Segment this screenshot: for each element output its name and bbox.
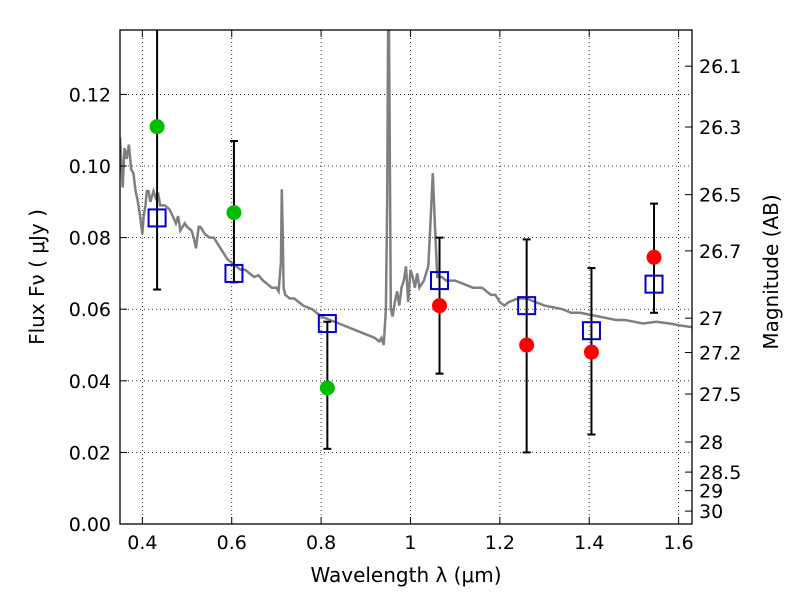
- y-tick-label: 0.04: [69, 371, 111, 393]
- green-data-point: [149, 119, 165, 135]
- magnitude-tick-label: 26.7: [699, 241, 741, 263]
- x-axis-ticks: 0.4 0.6 0.8 1 1.2 1.4 1.6: [127, 30, 694, 554]
- model-photometry-square: [317, 314, 337, 334]
- y-tick-label: 0.06: [69, 299, 111, 321]
- y-tick-label: 0.10: [69, 156, 111, 178]
- x-tick-label: 1: [404, 532, 416, 554]
- magnitude-tick-label: 29: [699, 481, 723, 503]
- magnitude-tick-label: 26.1: [699, 56, 741, 78]
- plot-frame: [119, 29, 693, 525]
- magnitude-tick-label: 26.5: [699, 185, 741, 207]
- model-photometry-square: [644, 274, 664, 294]
- y-tick-label: 0.12: [69, 84, 111, 106]
- x-tick-label: 0.4: [127, 532, 157, 554]
- x-tick-label: 1.4: [574, 532, 604, 554]
- magnitude-tick-label: 26.3: [699, 117, 741, 139]
- red-data-point: [583, 344, 599, 360]
- magnitude-tick-label: 27.5: [699, 384, 741, 406]
- red-data-point: [519, 337, 535, 353]
- magnitude-tick-label: 27: [699, 308, 723, 330]
- model-photometry-square: [430, 271, 450, 291]
- green-data-point: [226, 205, 242, 221]
- model-spectrum-line: [120, 30, 692, 346]
- magnitude-tick-label: 28.5: [699, 462, 741, 484]
- y-tick-label: 0.00: [69, 514, 111, 536]
- magnitude-tick-label: 30: [699, 501, 723, 523]
- x-tick-label: 1.2: [485, 532, 515, 554]
- model-photometry-square: [517, 296, 537, 316]
- model-photometry-squares: [147, 208, 664, 341]
- magnitude-axis-label: Magnitude (AB): [759, 194, 783, 349]
- model-photometry-square: [224, 263, 244, 283]
- x-tick-label: 0.6: [217, 532, 247, 554]
- red-data-point: [646, 249, 662, 265]
- y-axis-ticks: 0.00 0.02 0.04 0.06 0.08 0.10 0.12: [69, 84, 127, 536]
- model-spectrum: [120, 30, 692, 346]
- y-tick-label: 0.02: [69, 442, 111, 464]
- photometry-points: [149, 119, 662, 396]
- model-photometry-square: [147, 208, 167, 228]
- green-data-point: [319, 380, 335, 396]
- x-tick-label: 1.6: [663, 532, 693, 554]
- magnitude-tick-label: 28: [699, 432, 723, 454]
- error-bars: [153, 30, 659, 454]
- x-axis-label: Wavelength λ (μm): [310, 563, 501, 587]
- y-axis-label: Flux Fν ( μJy ): [25, 209, 49, 345]
- red-data-point: [432, 298, 448, 314]
- y-tick-label: 0.08: [69, 228, 111, 250]
- model-photometry-square: [581, 321, 601, 341]
- x-tick-label: 0.8: [306, 532, 336, 554]
- magnitude-tick-label: 27.2: [699, 343, 741, 365]
